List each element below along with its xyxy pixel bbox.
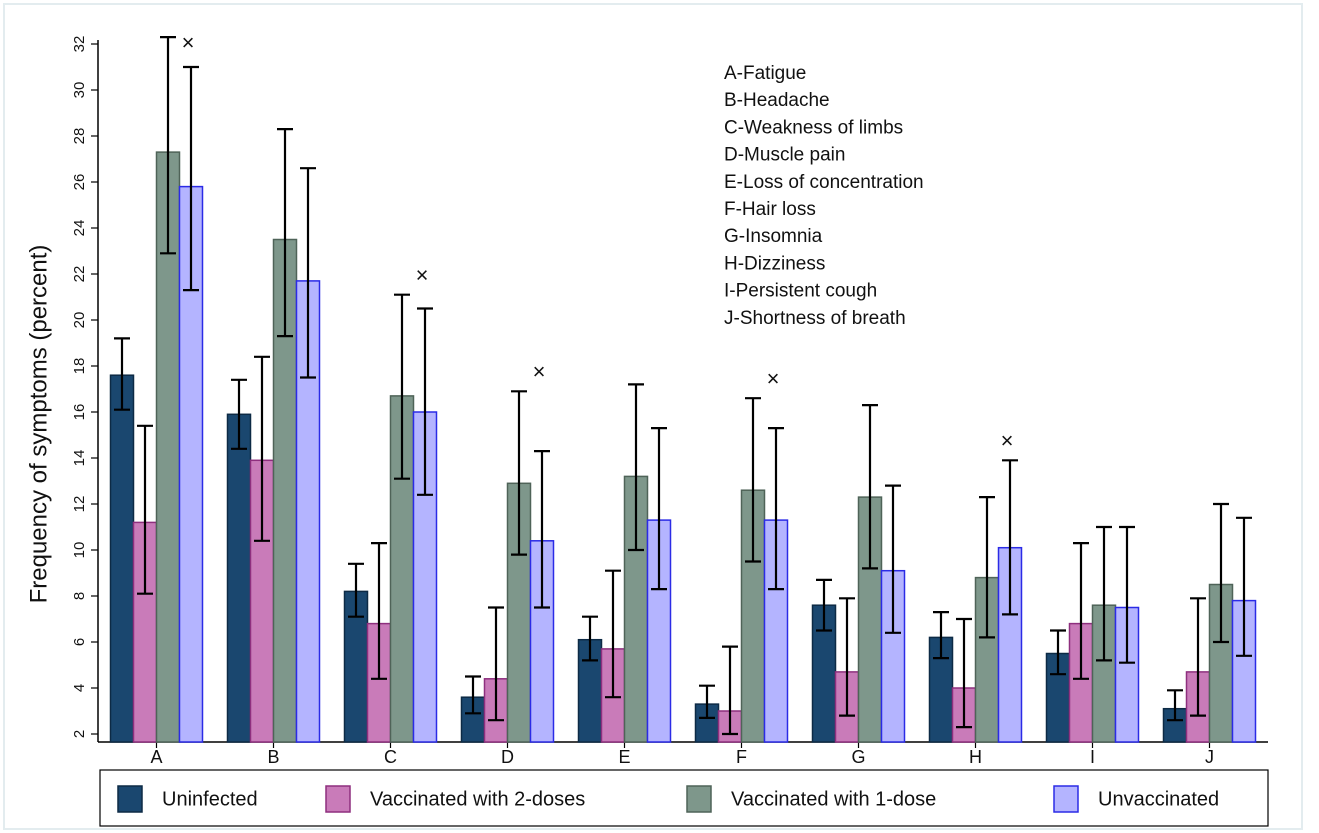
error-bar	[137, 424, 153, 595]
category-key: C-Weakness of limbs	[724, 117, 903, 138]
error-bar	[231, 378, 247, 450]
error-bar	[933, 611, 949, 660]
error-bar	[1167, 689, 1183, 722]
legend-label: Vaccinated with 2-doses	[370, 788, 585, 810]
error-bar	[839, 597, 855, 717]
error-bar	[628, 383, 644, 552]
error-bar	[979, 496, 995, 639]
error-bar	[651, 427, 667, 591]
error-bar	[277, 128, 293, 338]
error-bar	[160, 36, 176, 255]
legend-label: Vaccinated with 1-dose	[731, 788, 936, 810]
y-tick-label: 32	[71, 36, 88, 53]
y-tick-label: 24	[71, 220, 88, 237]
error-bar	[605, 569, 621, 699]
error-bar	[862, 404, 878, 570]
bar	[226, 413, 252, 743]
y-tick-label: 22	[71, 266, 88, 283]
error-bar	[745, 397, 761, 563]
y-tick-label: 28	[71, 128, 88, 145]
category-key: J-Shortness of breath	[724, 308, 906, 329]
y-axis-label: Frequency of symptoms (percent)	[25, 245, 52, 604]
error-bar	[885, 484, 901, 634]
category-key: F-Hair loss	[724, 199, 816, 220]
category-key: I-Persistent cough	[724, 281, 877, 302]
y-tick-label: 6	[71, 638, 88, 646]
legend-label: Unvaccinated	[1098, 788, 1219, 810]
category-key: E-Loss of concentration	[724, 172, 924, 193]
significance-marker: ×	[416, 263, 429, 288]
error-bar	[534, 450, 550, 609]
x-tick-label: J	[1205, 747, 1214, 767]
error-bar	[1190, 597, 1206, 717]
error-bar	[183, 65, 199, 292]
x-tick-label: A	[150, 747, 162, 767]
category-key: D-Muscle pain	[724, 145, 845, 166]
x-tick-label: G	[851, 747, 865, 767]
legend-swatch	[325, 785, 351, 813]
error-bar	[956, 617, 972, 729]
y-tick-label: 2	[71, 730, 88, 738]
significance-marker: ×	[767, 366, 780, 391]
error-bar	[371, 542, 387, 680]
y-tick-label: 4	[71, 684, 88, 692]
legend-swatch	[686, 785, 712, 813]
category-key: B-Headache	[724, 90, 830, 111]
error-bar	[465, 675, 481, 715]
y-tick-label: 18	[71, 358, 88, 375]
error-bar	[582, 615, 598, 662]
error-bar	[488, 606, 504, 722]
y-tick-label: 8	[71, 592, 88, 600]
x-tick-label: D	[501, 747, 514, 767]
error-bar	[768, 427, 784, 591]
error-bar	[722, 645, 738, 736]
error-bar	[1236, 516, 1252, 657]
error-bar	[1050, 629, 1066, 676]
x-tick-label: H	[969, 747, 982, 767]
category-key: A-Fatigue	[724, 63, 806, 84]
significance-marker: ×	[533, 359, 546, 384]
error-bar	[1002, 459, 1018, 616]
error-bar	[1096, 525, 1112, 662]
y-tick-label: 30	[71, 82, 88, 99]
error-bar	[816, 578, 832, 632]
legend-box	[99, 769, 1269, 827]
significance-marker: ×	[182, 30, 195, 55]
error-bar	[1213, 502, 1229, 644]
error-bar	[300, 167, 316, 379]
x-tick-label: I	[1090, 747, 1095, 767]
significance-marker: ×	[1001, 428, 1014, 453]
y-tick-label: 26	[71, 174, 88, 191]
error-bar	[254, 355, 270, 542]
bar	[109, 374, 135, 743]
y-tick-label: 20	[71, 312, 88, 329]
error-bar	[394, 293, 410, 480]
legend-label: Uninfected	[162, 788, 258, 810]
x-tick-label: E	[618, 747, 630, 767]
y-tick-label: 10	[71, 542, 88, 559]
error-bar	[699, 684, 715, 719]
legend-swatch	[117, 785, 143, 813]
error-bar	[1073, 542, 1089, 680]
y-tick-label: 16	[71, 404, 88, 421]
x-tick-label: B	[267, 747, 279, 767]
category-key: H-Dizziness	[724, 253, 825, 274]
error-bar	[348, 562, 364, 618]
error-bar	[114, 337, 130, 411]
error-bar	[511, 390, 527, 556]
x-tick-label: F	[736, 747, 747, 767]
y-tick-label: 12	[71, 496, 88, 513]
category-key: G-Insomnia	[724, 226, 823, 247]
error-bar	[1119, 525, 1135, 664]
error-bar	[417, 307, 433, 496]
x-tick-label: C	[384, 747, 397, 767]
y-tick-label: 14	[71, 450, 88, 467]
legend-swatch	[1053, 785, 1079, 813]
